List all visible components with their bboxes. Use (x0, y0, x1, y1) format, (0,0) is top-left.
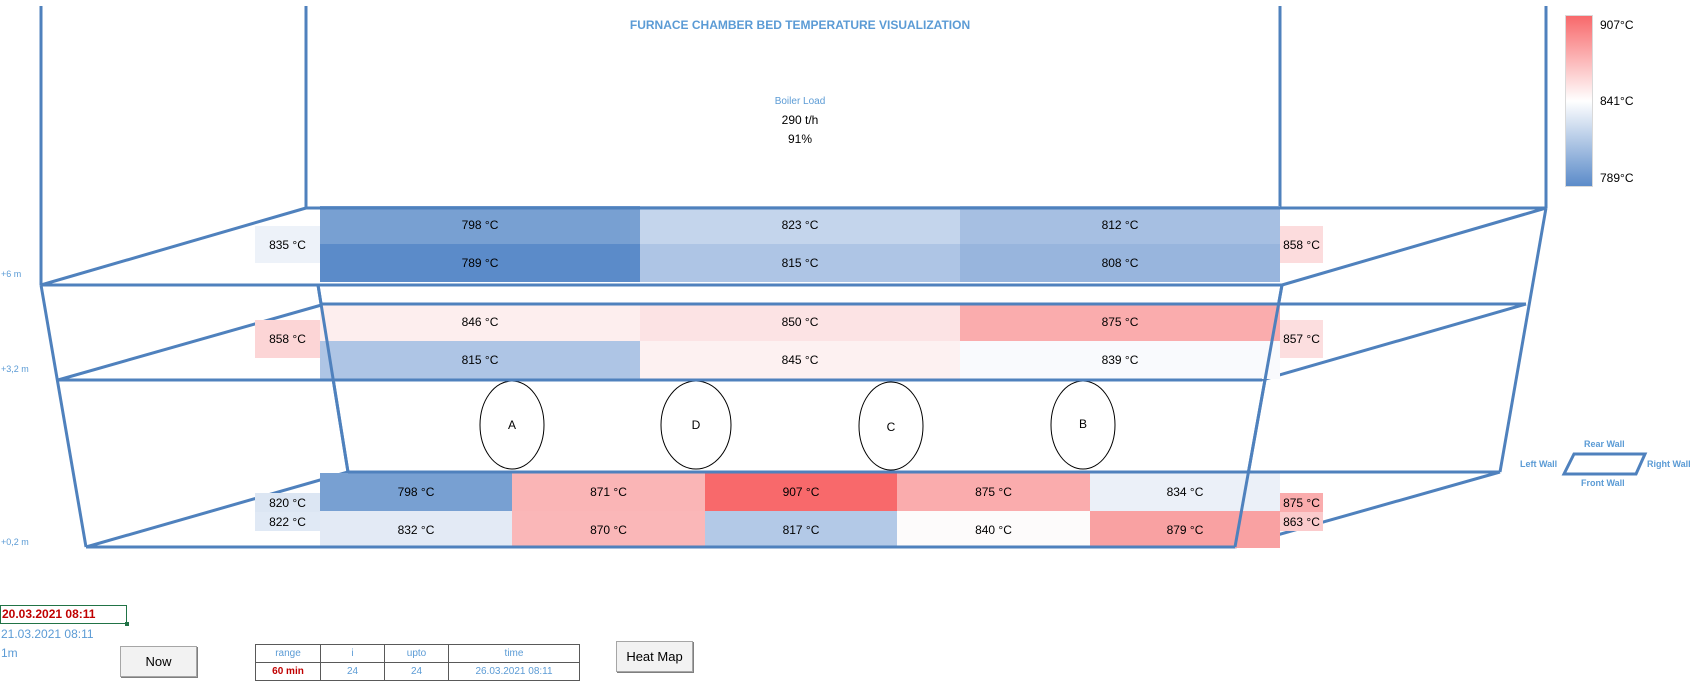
middle-left-wall-temp: 858 °C (255, 320, 320, 358)
left-front-slope (39, 284, 88, 548)
range-header: range (255, 644, 321, 663)
burner-d-label: D (691, 418, 701, 432)
level-upper-label: +6 m (1, 269, 22, 279)
middle-rear-cell-3: 875 °C (960, 303, 1280, 341)
legend-mid-label: 841°C (1600, 94, 1634, 108)
middle-front-cell-2: 845 °C (640, 341, 960, 379)
lower-left-wall-temp-bottom: 822 °C (255, 512, 320, 531)
upper-rear-cell-2: 823 °C (640, 206, 960, 244)
time-value[interactable]: 26.03.2021 08:11 (448, 662, 580, 681)
lower-front-cell-4: 840 °C (897, 511, 1090, 548)
middle-right-wall-temp: 857 °C (1280, 320, 1323, 358)
burner-c-label: C (886, 420, 896, 434)
lower-left-edge (85, 470, 349, 549)
upper-left-edge (40, 206, 307, 287)
upper-front-cell-2: 815 °C (640, 244, 960, 282)
lower-front-cell-1: 832 °C (320, 511, 512, 548)
lower-right-wall-temp-top: 875 °C (1280, 493, 1323, 512)
lower-right-wall-temp-bottom: 863 °C (1280, 512, 1323, 531)
boiler-load-flow: 290 t/h (781, 113, 819, 127)
left-wall-label: Left Wall (1520, 459, 1558, 469)
right-front-slope-overlay (1233, 284, 1284, 548)
page-title: FURNACE CHAMBER BED TEMPERATURE VISUALIZ… (629, 18, 971, 32)
to-date-cell[interactable]: 21.03.2021 08:11 (1, 627, 94, 641)
from-date-cell[interactable]: 20.03.2021 08:11 (0, 605, 129, 626)
upper-rear-cell-1: 798 °C (320, 206, 640, 244)
upper-right-edge (1281, 206, 1547, 287)
range-value[interactable]: 60 min (255, 662, 321, 681)
burner-c-shape[interactable] (858, 381, 924, 471)
time-header: time (448, 644, 580, 663)
middle-front-cell-3: 839 °C (960, 341, 1280, 379)
upto-header: upto (384, 644, 449, 663)
lower-rear-cell-2: 871 °C (512, 473, 705, 511)
boiler-load-title: Boiler Load (774, 96, 826, 107)
legend-max-label: 907°C (1600, 18, 1634, 32)
right-rear-slope (1498, 207, 1548, 473)
i-value[interactable]: 24 (320, 662, 385, 681)
lower-rear-cell-3: 907 °C (705, 473, 897, 511)
interval-cell[interactable]: 1m (1, 646, 18, 660)
burner-b-label: B (1078, 417, 1087, 431)
level-middle-label: +3,2 m (1, 364, 29, 374)
now-button[interactable]: Now (120, 646, 197, 677)
lower-rear-cell-1: 798 °C (320, 473, 512, 511)
middle-rear-cell-2: 850 °C (640, 303, 960, 341)
orientation-shape (1561, 452, 1648, 476)
upper-right-wall-temp: 858 °C (1280, 226, 1323, 263)
color-scale-bar (1565, 15, 1593, 187)
upper-left-wall-temp: 835 °C (255, 226, 320, 263)
middle-rear-cell-1: 846 °C (320, 303, 640, 341)
front-wall-label: Front Wall (1581, 478, 1625, 488)
middle-right-edge (1261, 302, 1527, 382)
lower-front-cell-5: 879 °C (1090, 511, 1280, 548)
upper-rear-cell-3: 812 °C (960, 206, 1280, 244)
legend-min-label: 789°C (1600, 171, 1634, 185)
middle-front-cell-1: 815 °C (320, 341, 640, 379)
heat-map-button[interactable]: Heat Map (616, 641, 693, 672)
lower-front-cell-2: 870 °C (512, 511, 705, 548)
burner-a-label: A (507, 418, 516, 432)
lower-rear-cell-4: 875 °C (897, 473, 1090, 511)
rear-wall-label: Rear Wall (1584, 439, 1625, 449)
upper-front-cell-1: 789 °C (320, 244, 640, 282)
middle-left-edge (57, 302, 326, 382)
upper-front-cell-3: 808 °C (960, 244, 1280, 282)
right-wall-label: Right Wall (1647, 459, 1690, 469)
range-table-row: 60 min 24 24 26.03.2021 08:11 (255, 662, 580, 681)
upto-value[interactable]: 24 (384, 662, 449, 681)
i-header: i (320, 644, 385, 663)
boiler-load-percent: 91% (787, 132, 813, 146)
level-lower-label: +0,2 m (1, 537, 29, 547)
range-table-header: range i upto time (255, 644, 580, 663)
range-table: range i upto time 60 min 24 24 26.03.202… (255, 644, 580, 681)
lower-left-wall-temp-top: 820 °C (255, 493, 320, 512)
lower-front-cell-3: 817 °C (705, 511, 897, 548)
